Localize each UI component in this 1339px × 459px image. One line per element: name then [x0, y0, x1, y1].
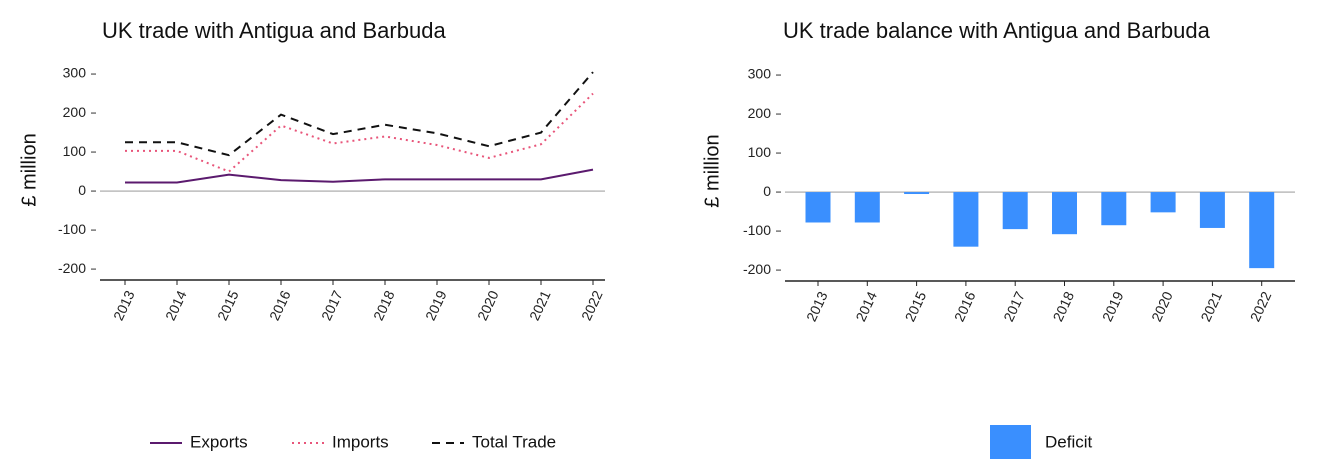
y-tick-label: -100 [743, 222, 771, 238]
y-tick-label: -200 [58, 260, 86, 276]
legend-label: Deficit [1045, 432, 1093, 451]
y-tick-label: 0 [78, 182, 86, 198]
x-tick-label: 2021 [526, 288, 554, 323]
y-tick-label: 200 [748, 105, 772, 121]
x-tick-label: 2020 [1148, 289, 1176, 324]
x-tick-label: 2018 [1049, 289, 1077, 324]
chart: UK trade with Antigua and Barbuda £ milli… [18, 18, 605, 452]
x-tick-label: 2017 [318, 288, 346, 323]
bar [904, 192, 930, 195]
y-axis-title: £ million [18, 133, 40, 206]
bar [1249, 192, 1275, 269]
x-tick-label: 2017 [1000, 289, 1028, 324]
legend-label: Imports [332, 432, 389, 451]
legend-label: Total Trade [472, 432, 556, 451]
x-tick-label: 2020 [474, 288, 502, 323]
bar [805, 192, 831, 223]
bar [1150, 192, 1176, 213]
y-tick-label: 200 [63, 104, 87, 120]
bar [1052, 192, 1077, 235]
y-tick-label: -100 [58, 221, 86, 237]
x-tick-label: 2013 [110, 288, 138, 323]
y-axis-title: £ million [701, 134, 723, 207]
x-tick-label: 2022 [578, 288, 606, 323]
legend-swatch [990, 425, 1031, 459]
bar [1002, 192, 1028, 230]
bar [1101, 192, 1127, 226]
legend-label: Exports [190, 432, 248, 451]
x-tick-label: 2021 [1197, 289, 1225, 324]
x-tick-label: 2014 [162, 288, 190, 323]
x-tick-label: 2022 [1247, 289, 1275, 324]
x-tick-label: 2019 [422, 288, 450, 323]
y-tick-label: 100 [63, 143, 87, 159]
y-tick-label: 300 [748, 66, 772, 82]
bar [1199, 192, 1225, 228]
chart-title: UK trade balance with Antigua and Barbud… [783, 18, 1211, 43]
y-tick-label: 300 [63, 65, 87, 81]
x-tick-label: 2016 [266, 288, 294, 323]
line-series [125, 168, 594, 184]
y-tick-label: 100 [748, 144, 772, 160]
x-tick-label: 2015 [902, 289, 930, 324]
x-tick-label: 2019 [1099, 289, 1127, 324]
x-tick-label: 2013 [803, 289, 831, 324]
chart: UK trade balance with Antigua and Barbud… [701, 18, 1295, 459]
bar [854, 192, 880, 223]
y-tick-label: -200 [743, 261, 771, 277]
bar [953, 192, 979, 247]
line-series [125, 71, 594, 157]
x-tick-label: 2014 [852, 289, 880, 324]
line-series [125, 92, 594, 173]
chart-title: UK trade with Antigua and Barbuda [102, 18, 446, 43]
x-tick-label: 2016 [951, 289, 979, 324]
y-tick-label: 0 [763, 183, 771, 199]
x-tick-label: 2018 [370, 288, 398, 323]
x-tick-label: 2015 [214, 288, 242, 323]
